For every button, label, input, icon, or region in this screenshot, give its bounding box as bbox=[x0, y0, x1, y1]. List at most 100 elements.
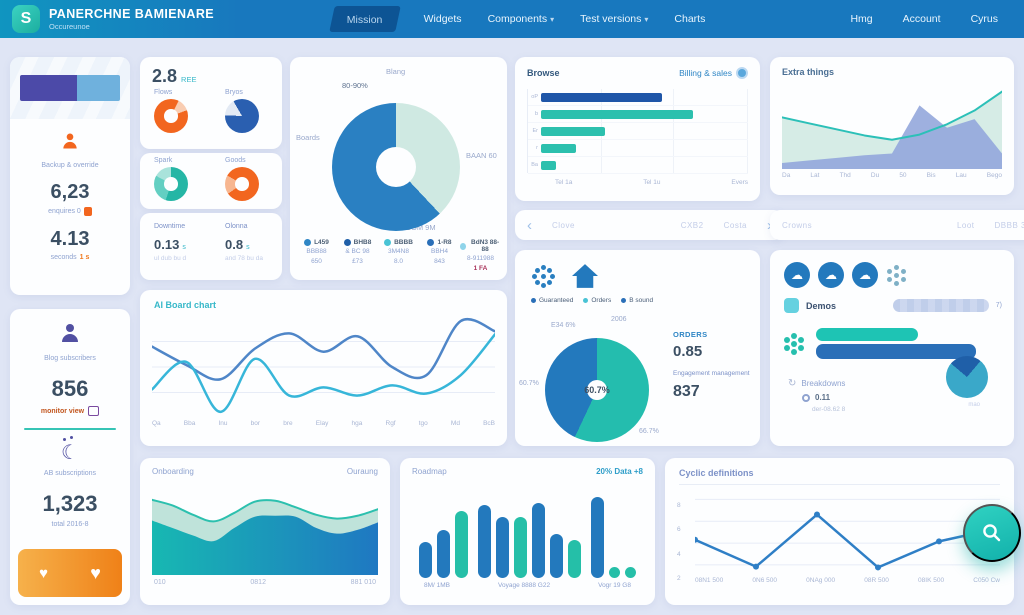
x-tick: 08IK 500 bbox=[918, 577, 945, 584]
bar-row: Ba bbox=[528, 157, 748, 174]
kpi-value: 1,323 bbox=[42, 491, 98, 516]
cloud-icon[interactable]: ☁ bbox=[852, 262, 878, 288]
x-tick: 0N6 500 bbox=[752, 577, 777, 584]
card-footer: ↻ Breakdowns 0.11 der-08.62 8 mao bbox=[770, 356, 1014, 413]
line-chart-card: AI Board chart Qa Bba Inu bor bre Elay hga Rgf t… bbox=[140, 290, 507, 446]
legend-sublabel: 3M4N8 bbox=[388, 248, 409, 255]
cloud-icon[interactable]: ☁ bbox=[818, 262, 844, 288]
info-icon bbox=[736, 67, 748, 79]
legend-item: B sound bbox=[621, 297, 653, 304]
card-title: AI Board chart bbox=[154, 300, 217, 310]
legend-dot bbox=[583, 298, 589, 303]
y-tick: oP bbox=[531, 94, 538, 100]
donut-hole bbox=[375, 146, 417, 188]
legend-sublabel: 8-911988 bbox=[467, 255, 494, 262]
mini-stat-label: Downtime bbox=[154, 223, 186, 230]
stacked-bar bbox=[20, 75, 120, 101]
nav-item-hmg[interactable]: Hmg bbox=[850, 13, 873, 25]
bar bbox=[514, 516, 527, 578]
bar-row: b bbox=[528, 106, 748, 123]
nav-item-charts[interactable]: Charts bbox=[674, 13, 706, 25]
gauge-donut-chart: 60.7% bbox=[545, 338, 649, 442]
demos-row: Demos 7) bbox=[770, 288, 1014, 313]
nav-item-test-versions[interactable]: Test versions ▾ bbox=[580, 13, 648, 25]
refresh-icon[interactable]: ↻ bbox=[788, 378, 797, 389]
card-header-right: 20% Data +8 bbox=[596, 467, 643, 476]
x-tick: hga bbox=[351, 420, 363, 427]
chevron-left-icon[interactable]: ‹ bbox=[527, 216, 532, 234]
gauge-callout-br: 66.7% bbox=[639, 428, 659, 435]
nav-pill-button[interactable]: Mission bbox=[329, 6, 401, 32]
nav-item-cyrus[interactable]: Cyrus bbox=[970, 13, 998, 25]
dual-line-chart bbox=[152, 316, 495, 418]
kpi-sub: monitor view bbox=[10, 406, 130, 416]
x-tick: Tel 1u bbox=[643, 179, 661, 186]
x-tick: 881 010 bbox=[350, 579, 376, 586]
cloud-icon[interactable]: ☁ bbox=[784, 262, 810, 288]
kpi-sub: enquires 0 bbox=[10, 207, 130, 216]
nav-item-components[interactable]: Components ▾ bbox=[488, 13, 555, 25]
nav-item-widgets[interactable]: Widgets bbox=[423, 13, 462, 25]
strip-label: Clove bbox=[552, 220, 575, 230]
mini-stat-unit: s bbox=[182, 244, 186, 251]
gauges-card-bottom: Spark Goods bbox=[140, 153, 282, 209]
nav-item-label: Test versions bbox=[580, 13, 642, 25]
stat-unit: REE bbox=[181, 75, 197, 84]
grid-line bbox=[746, 89, 748, 173]
x-tick: C050 Cw bbox=[973, 577, 1000, 584]
chevron-right-icon[interactable]: › bbox=[767, 218, 772, 233]
mini-pie-chart bbox=[946, 356, 988, 398]
home-icon[interactable] bbox=[570, 263, 600, 289]
logo-letter: S bbox=[20, 10, 32, 27]
heart-icon: ♥ bbox=[39, 564, 48, 582]
legend-dot bbox=[531, 298, 536, 303]
hbar-chart-card: Browse Billing & sales oP b Er r Ba Tel 1a Te… bbox=[515, 57, 760, 201]
mini-stats-card: Downtime 0.13 s ul dub bu d Olonna 0.8 s a… bbox=[140, 213, 282, 280]
mini-stat: Olonna 0.8 s and 78 bu da bbox=[211, 213, 282, 280]
y-axis-labels: 8 6 4 2 bbox=[677, 502, 681, 582]
stat-value: 837 bbox=[673, 383, 700, 400]
donut-hole bbox=[235, 177, 249, 191]
kpi-value: 856 bbox=[51, 376, 89, 401]
nav-item-account[interactable]: Account bbox=[902, 13, 941, 25]
progress-scribble bbox=[892, 299, 989, 312]
group-label: Vogr 19 G8 bbox=[598, 582, 631, 589]
promo-banner[interactable]: ♥ ♥ bbox=[18, 549, 122, 597]
x-tick: Du bbox=[870, 172, 880, 179]
bar bbox=[437, 530, 450, 578]
x-tick: Elay bbox=[315, 420, 329, 427]
footer-stat: 0.11 bbox=[815, 393, 831, 402]
x-tick: 08R 500 bbox=[864, 577, 889, 584]
burst-icon[interactable] bbox=[541, 274, 546, 279]
area-chart-card: Extra things Da Lat Thd Du 50 Bis Lau Bego bbox=[770, 57, 1014, 195]
y-tick: 4 bbox=[677, 550, 681, 558]
legend-label: 1-R8 bbox=[437, 239, 452, 246]
legend-value: £73 bbox=[352, 258, 363, 265]
bar-group bbox=[419, 482, 468, 578]
strip-label: Loot bbox=[956, 220, 975, 230]
x-tick: Lat bbox=[810, 172, 820, 179]
bar bbox=[541, 92, 662, 102]
x-tick: Md bbox=[450, 420, 460, 427]
donut-callout-left: Boards bbox=[296, 133, 320, 142]
strip-label: DBBB 3 bbox=[994, 220, 1024, 230]
card-title: Roadmap bbox=[412, 467, 447, 476]
bar-segment bbox=[20, 75, 77, 101]
card-icons-row bbox=[515, 250, 760, 289]
qr-badge-icon bbox=[88, 406, 100, 416]
legend-sublabel: BBH4 bbox=[431, 248, 448, 255]
legend-dot bbox=[343, 239, 351, 246]
app-titles: PANERCHNE BAMIENARE Occureunoe bbox=[49, 7, 214, 31]
x-tick: Bba bbox=[183, 420, 196, 427]
gauge-cell: Bryos bbox=[211, 89, 282, 133]
legend-dot bbox=[384, 239, 392, 246]
nav-menu: Mission Widgets Components ▾ Test version… bbox=[329, 6, 706, 32]
card-link[interactable]: Billing & sales bbox=[679, 67, 748, 79]
stat-label: ORDERS bbox=[673, 330, 708, 339]
search-fab-button[interactable] bbox=[963, 504, 1021, 562]
stacked-area-card: Onboarding Ouraung 010 0812 881 010 bbox=[140, 458, 390, 605]
app-logo-icon[interactable]: S bbox=[12, 5, 40, 33]
x-axis-labels: 08N1 500 0N6 500 0NAg 000 08R 500 08IK 500 C0… bbox=[695, 577, 1000, 584]
legend-label: Orders bbox=[591, 297, 612, 304]
